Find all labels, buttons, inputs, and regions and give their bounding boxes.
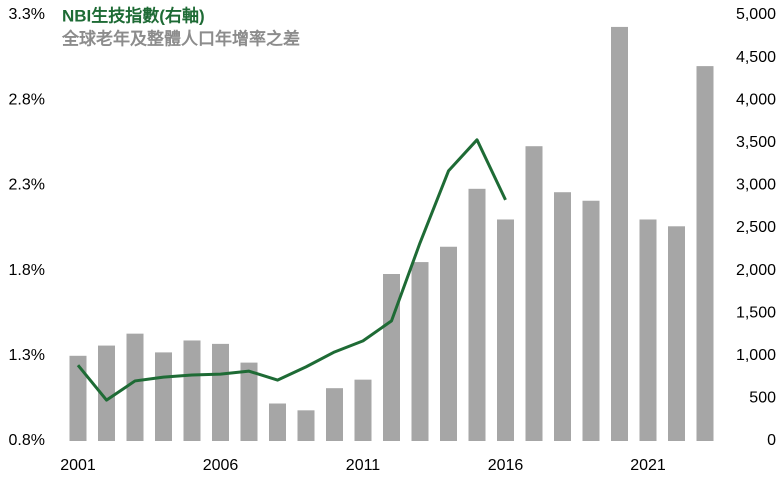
- y2-tick-label: 5,000: [736, 6, 776, 23]
- y2-tick-label: 500: [749, 390, 776, 407]
- bar: [297, 410, 315, 441]
- bar: [639, 219, 657, 441]
- bar: [240, 362, 258, 441]
- bar: [354, 379, 372, 441]
- y2-tick-label: 2,500: [736, 219, 776, 236]
- y-tick-label: 2.8%: [9, 91, 45, 108]
- bar: [696, 66, 714, 442]
- x-tick-label: 2016: [488, 457, 524, 474]
- y2-tick-label: 3,500: [736, 134, 776, 151]
- x-tick-label: 2006: [203, 457, 239, 474]
- y-tick-label: 1.3%: [9, 347, 45, 364]
- bar: [326, 388, 343, 441]
- bar: [69, 355, 87, 441]
- line: [76, 138, 507, 402]
- y2-tick-label: 4,000: [736, 91, 776, 108]
- bar: [98, 345, 115, 441]
- bar: [212, 343, 229, 441]
- bar: [525, 146, 543, 441]
- bar: [497, 219, 514, 441]
- legend-bar-label: 全球老年及整體人口年增率之差: [61, 28, 300, 48]
- bar: [126, 333, 144, 441]
- y2-tick-label: 4,500: [736, 49, 776, 66]
- bar: [411, 262, 429, 441]
- y-tick-label: 0.8%: [9, 432, 45, 449]
- bar: [155, 352, 172, 441]
- bar: [468, 188, 486, 441]
- bar: [440, 246, 457, 441]
- y2-tick-label: 1,000: [736, 347, 776, 364]
- bar: [183, 340, 201, 441]
- x-tick-label: 2011: [346, 457, 381, 474]
- bar: [269, 403, 286, 441]
- y2-tick-label: 1,500: [736, 304, 776, 321]
- y2-tick-label: 0: [767, 432, 776, 449]
- y-tick-label: 2.3%: [9, 177, 45, 194]
- y-tick-label: 3.3%: [9, 6, 45, 23]
- bar: [383, 274, 400, 441]
- x-tick-label: 2001: [60, 457, 96, 474]
- bar: [668, 226, 685, 441]
- y-tick-label: 1.8%: [9, 262, 45, 279]
- y2-tick-label: 2,000: [736, 262, 776, 279]
- y2-tick-label: 3,000: [736, 177, 776, 194]
- bar: [611, 26, 628, 441]
- x-tick-label: 2021: [630, 457, 666, 474]
- bar: [582, 200, 600, 441]
- legend-line-label: NBI生技指數(右軸): [62, 5, 205, 25]
- bar: [554, 192, 571, 441]
